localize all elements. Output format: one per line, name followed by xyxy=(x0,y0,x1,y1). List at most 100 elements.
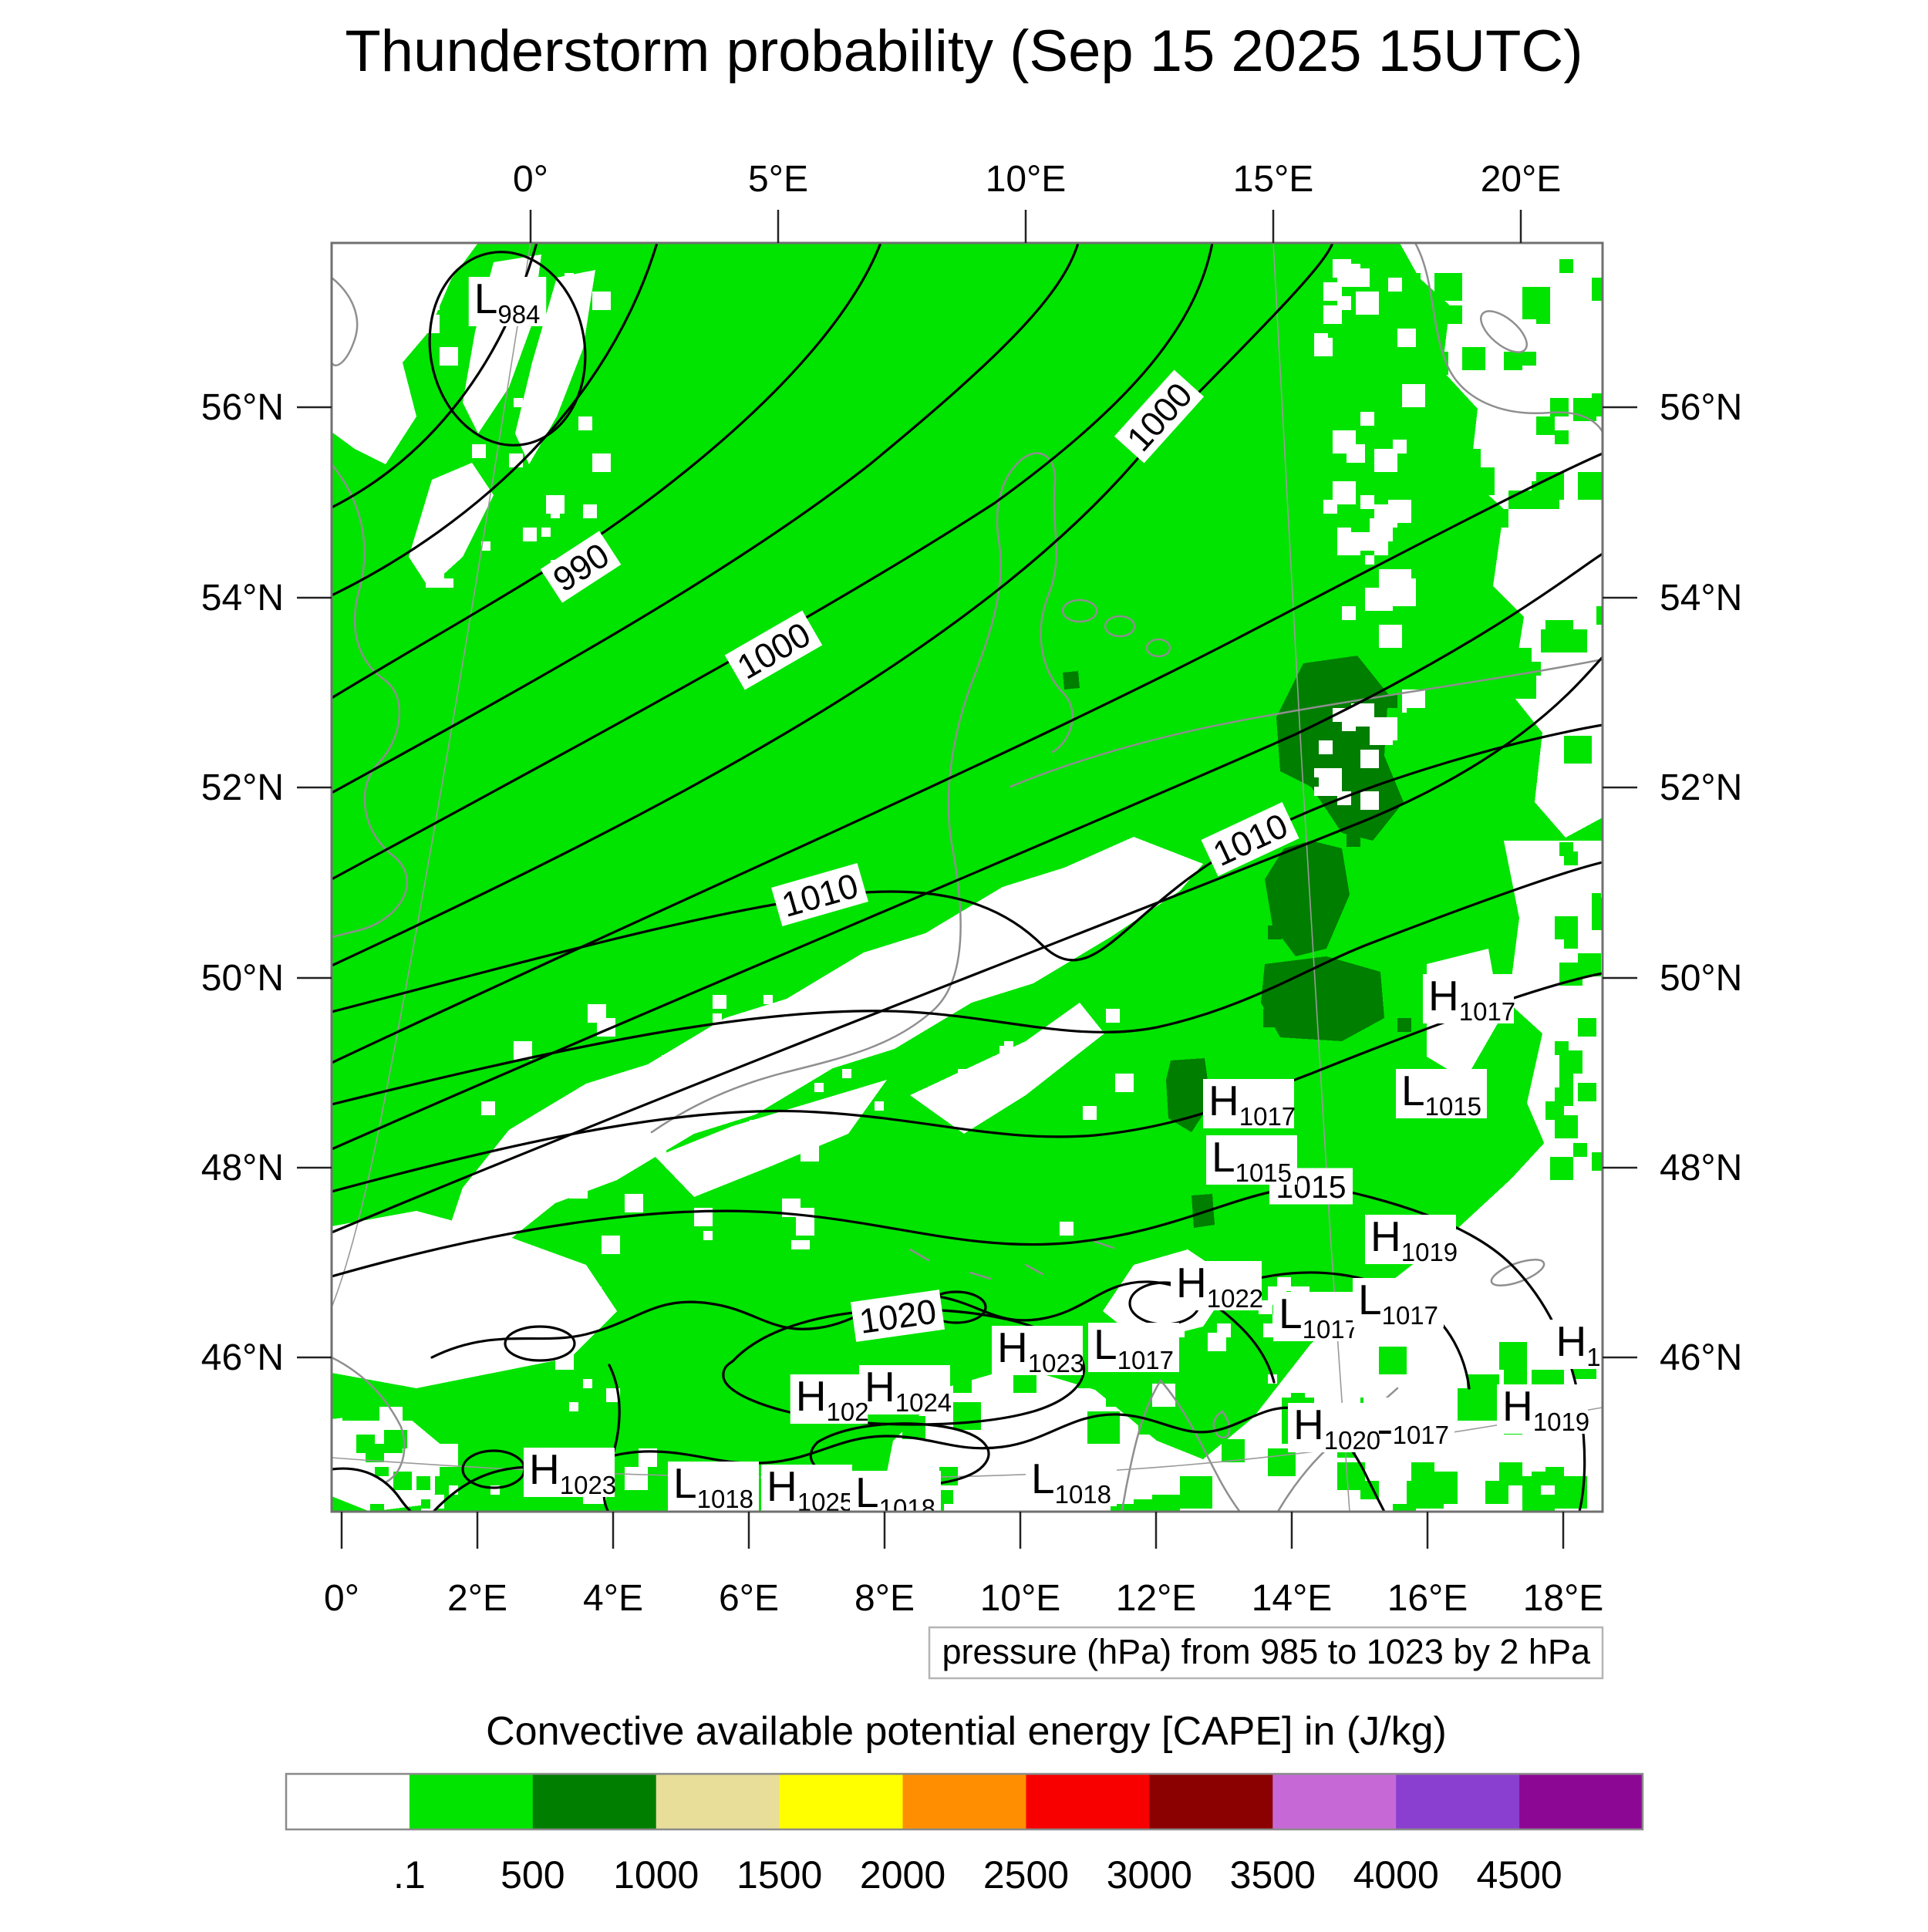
cape-speckle xyxy=(458,518,467,528)
top-tick-label: 0° xyxy=(513,159,548,200)
colorbar-tick-label: 1000 xyxy=(613,1853,699,1897)
colorbar-cell xyxy=(409,1774,534,1829)
pressure-low-label: L984 xyxy=(468,275,547,329)
cape-speckle xyxy=(1347,833,1360,847)
cape-speckle xyxy=(1342,606,1356,620)
cape-speckle xyxy=(569,1402,578,1411)
cape-speckle xyxy=(1402,356,1416,370)
pressure-high-label: H1024 xyxy=(859,1363,952,1417)
cape-speckle xyxy=(1536,416,1555,435)
cape-speckle xyxy=(713,995,726,1009)
cape-speckle xyxy=(1536,1495,1555,1512)
pressure-high-label: H1019 xyxy=(1497,1382,1589,1436)
pressure-center-box xyxy=(1088,1323,1179,1372)
pressure-center-box xyxy=(1273,1292,1364,1341)
cape-speckle xyxy=(481,1273,490,1282)
pressure-center-text: H10 xyxy=(1556,1317,1615,1371)
cape-speckle xyxy=(565,273,574,282)
cape-speckle xyxy=(1578,1083,1596,1101)
pressure-high-label: H1017 xyxy=(1203,1077,1296,1131)
cape-speckle xyxy=(435,1300,444,1310)
cape-speckle xyxy=(1522,305,1536,319)
cape-speckle xyxy=(1536,472,1564,500)
colorbar-tick-label: 2000 xyxy=(860,1853,945,1897)
cape-speckle xyxy=(1356,532,1374,551)
pressure-low-label: L1018 xyxy=(850,1468,941,1512)
colorbar-cell xyxy=(286,1774,410,1829)
map-axes: 0° 5°E 10°E 15°E 20°E 0° 2°E 4°E 6°E 8°E 10°E 12°E 1… xyxy=(201,159,1743,1619)
cape-speckle xyxy=(1550,1157,1573,1180)
cape-speckle xyxy=(1138,1310,1148,1319)
cape-speckle xyxy=(583,1379,592,1388)
pressure-low-label: L1017 xyxy=(1088,1320,1179,1374)
cape-speckle xyxy=(1559,1074,1573,1087)
cape-speckle xyxy=(1444,305,1462,324)
contour-label-box xyxy=(1201,801,1299,877)
cape-speckle xyxy=(819,990,828,1000)
colorbar-border xyxy=(285,1772,1644,1831)
cape-speckle xyxy=(1490,509,1508,528)
pressure-center-box xyxy=(1206,1135,1297,1185)
cape-speckle xyxy=(1439,444,1453,458)
cape-zero-patches xyxy=(332,243,1603,1512)
cape-speckle xyxy=(648,1138,666,1157)
left-tick-label: 52°N xyxy=(201,767,284,808)
cape-speckle xyxy=(1495,629,1508,643)
cape-speckle xyxy=(407,1273,416,1282)
colorbar-tick-label: 500 xyxy=(501,1853,565,1897)
chart-title: Thunderstorm probability (Sep 15 2025 15… xyxy=(345,19,1583,84)
bottom-tick-label: 8°E xyxy=(854,1578,915,1619)
pressure-high-label: H102 xyxy=(790,1372,869,1426)
pressure-center-box xyxy=(859,1365,950,1414)
cape-speckle xyxy=(1263,976,1272,986)
cape-speckle xyxy=(551,509,560,518)
cape-speckle xyxy=(1402,384,1425,407)
cape-speckle xyxy=(592,292,611,310)
cape-speckle xyxy=(1360,750,1379,768)
pressure-high-label: H1023 xyxy=(524,1445,616,1499)
pressure-low-label: L1018 xyxy=(1026,1455,1117,1509)
cape-speckle xyxy=(384,1263,393,1273)
cape-speckle xyxy=(366,287,375,296)
cape-speckle xyxy=(1425,1472,1458,1504)
cape-speckle xyxy=(569,1180,588,1199)
cape-speckle xyxy=(801,1018,819,1037)
cape-speckle xyxy=(588,1004,606,1023)
bottom-tick-label: 6°E xyxy=(719,1578,779,1619)
cape-speckle xyxy=(1476,602,1499,625)
cape-speckle xyxy=(1592,1152,1603,1171)
top-tick-label: 10°E xyxy=(986,159,1067,200)
cape-speckle xyxy=(1425,352,1448,375)
cape-speckle xyxy=(1555,916,1578,939)
pressure-center-box xyxy=(1550,1320,1603,1369)
pressure-low-label: L1017 xyxy=(1273,1290,1364,1344)
cape-speckle xyxy=(1467,1374,1499,1407)
cape-speckle xyxy=(578,416,592,430)
colorbar-cell xyxy=(656,1774,780,1829)
cape-speckle xyxy=(1397,1018,1411,1032)
cape-speckle xyxy=(592,453,611,472)
cape-speckle xyxy=(1106,1393,1120,1407)
left-tick-label: 48°N xyxy=(201,1148,284,1189)
cape-speckle xyxy=(421,1509,435,1512)
cape-speckle xyxy=(1268,926,1282,939)
pressure-center-text: L1015 xyxy=(1212,1133,1292,1187)
cape-speckle xyxy=(440,347,458,366)
colorbar-cell xyxy=(779,1774,904,1829)
cape-speckle xyxy=(504,1249,514,1259)
pressure-center-box xyxy=(850,1471,941,1512)
cape-speckle xyxy=(1180,1476,1212,1509)
cape-speckle xyxy=(523,1416,541,1435)
map-frame xyxy=(330,241,1604,1513)
colorbar-cell xyxy=(532,1774,657,1829)
cape-speckle xyxy=(1393,1504,1416,1512)
meridian-0E xyxy=(332,243,531,1308)
cape-speckle xyxy=(953,1374,972,1393)
cape-speckle xyxy=(1522,1476,1541,1495)
colorbar-tick-label: .1 xyxy=(393,1853,426,1897)
cape-speckle xyxy=(1379,625,1402,648)
cape-speckle xyxy=(1411,292,1444,324)
bottom-tick-label: 14°E xyxy=(1252,1578,1333,1619)
cape-speckle xyxy=(1555,430,1569,444)
cape-speckle xyxy=(1596,606,1603,625)
